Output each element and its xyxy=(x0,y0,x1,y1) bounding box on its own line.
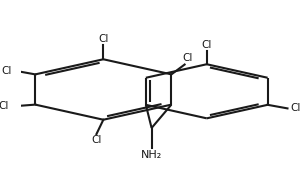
Text: Cl: Cl xyxy=(291,103,301,113)
Text: Cl: Cl xyxy=(183,53,193,63)
Text: Cl: Cl xyxy=(98,34,108,44)
Text: NH₂: NH₂ xyxy=(141,150,162,160)
Text: Cl: Cl xyxy=(0,101,8,111)
Text: Cl: Cl xyxy=(201,40,212,50)
Text: Cl: Cl xyxy=(2,66,12,76)
Text: Cl: Cl xyxy=(91,135,102,145)
